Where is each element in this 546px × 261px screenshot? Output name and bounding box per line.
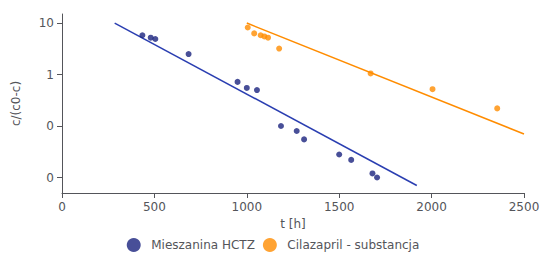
svg-text:c/(c0-c): c/(c0-c): [9, 81, 23, 126]
svg-text:1000: 1000: [232, 200, 263, 214]
svg-text:Mieszanina HCTZ: Mieszanina HCTZ: [151, 238, 255, 252]
svg-text:1: 1: [46, 68, 54, 82]
svg-text:0: 0: [46, 119, 54, 133]
svg-text:2000: 2000: [416, 200, 447, 214]
svg-text:10: 10: [39, 16, 54, 30]
svg-text:Cilazapril - substancja: Cilazapril - substancja: [287, 238, 419, 252]
svg-text:0: 0: [46, 171, 54, 185]
svg-text:500: 500: [143, 200, 166, 214]
svg-text:1500: 1500: [324, 200, 355, 214]
svg-text:2500: 2500: [509, 200, 540, 214]
svg-text:0: 0: [58, 200, 66, 214]
svg-text:t [h]: t [h]: [280, 217, 306, 231]
